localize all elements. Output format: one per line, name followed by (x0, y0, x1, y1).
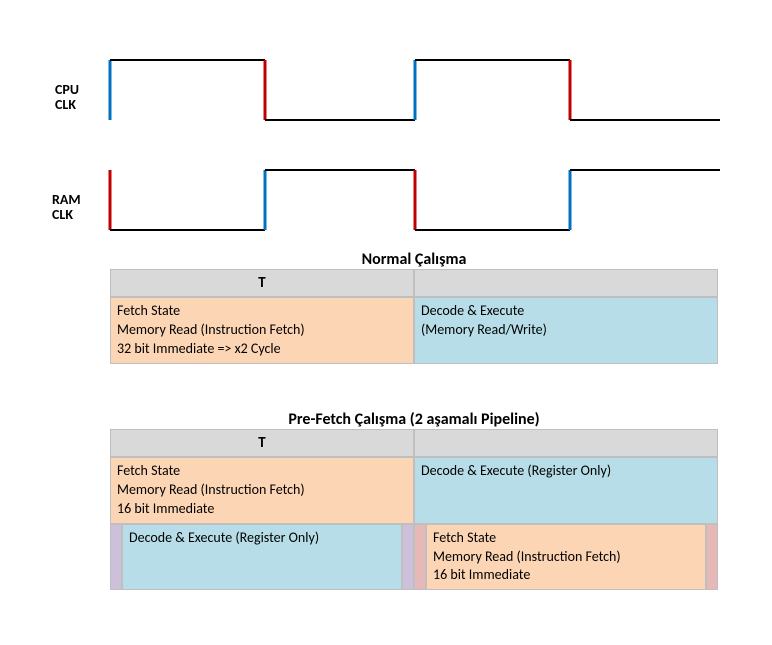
prefetch-r1-decode: Decode & Execute (Register Only) (414, 457, 718, 524)
normal-title: Normal Çalışma (110, 250, 718, 269)
normal-header-blank (414, 269, 718, 297)
prefetch-section: Pre-Fetch Çalışma (2 aşamalı Pipeline) T… (110, 410, 718, 590)
prefetch-header-t: T (110, 429, 414, 457)
prefetch-r2-red-strip-right (706, 524, 718, 590)
normal-decode-cell: Decode & Execute (Memory Read/Write) (414, 297, 718, 364)
prefetch-title: Pre-Fetch Çalışma (2 aşamalı Pipeline) (110, 410, 718, 429)
clock-waveforms (0, 0, 772, 240)
prefetch-r2-decode: Decode & Execute (Register Only) (122, 524, 402, 590)
prefetch-r1-fetch: Fetch State Memory Read (Instruction Fet… (110, 457, 414, 524)
normal-section: Normal Çalışma T Fetch State Memory Read… (110, 250, 718, 364)
prefetch-r2-fetch: Fetch State Memory Read (Instruction Fet… (426, 524, 706, 590)
normal-fetch-cell: Fetch State Memory Read (Instruction Fet… (110, 297, 414, 364)
prefetch-r2-purple-strip-mid (402, 524, 414, 590)
prefetch-header-blank (414, 429, 718, 457)
normal-header-t: T (110, 269, 414, 297)
prefetch-r2-purple-strip-left (110, 524, 122, 590)
prefetch-r2-red-strip-left (414, 524, 426, 590)
